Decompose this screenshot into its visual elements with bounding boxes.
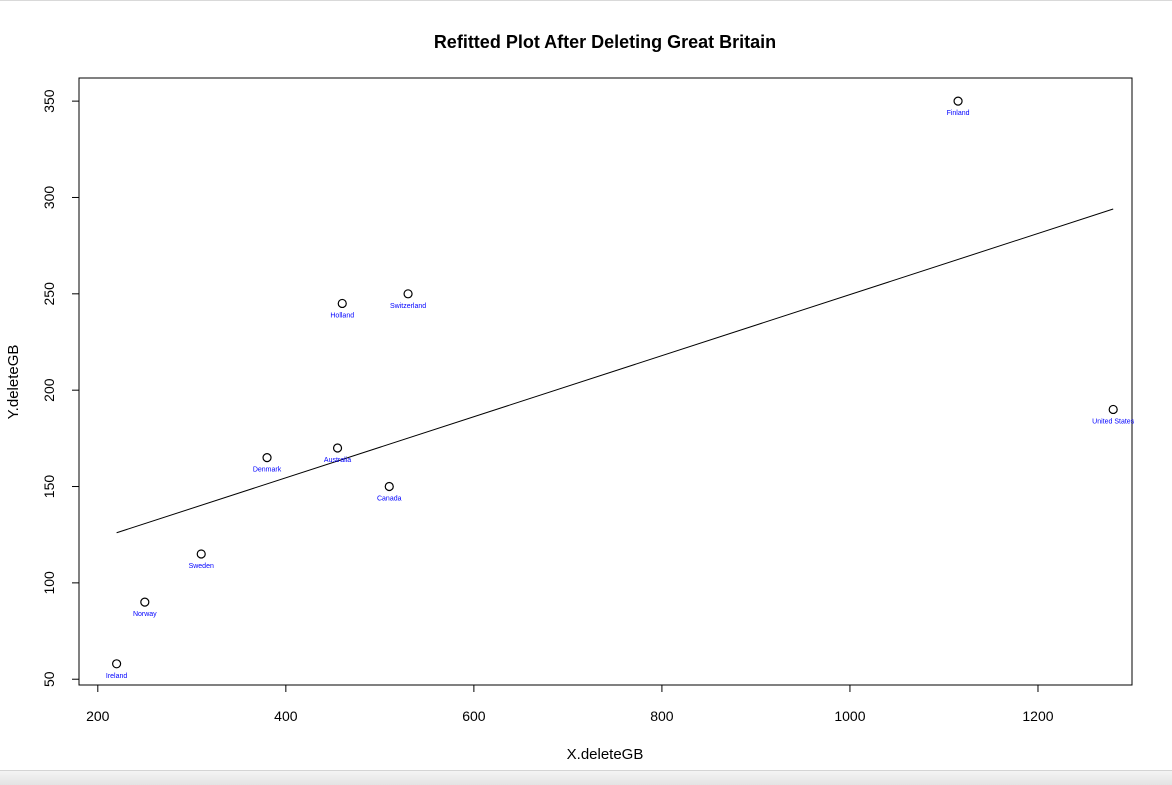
plot-frame <box>78 77 1133 686</box>
y-tick-label: 300 <box>41 186 57 210</box>
data-points-layer <box>112 96 1118 669</box>
point-label: United States <box>1092 418 1135 425</box>
y-tick-label: 350 <box>41 89 57 113</box>
x-tick-label: 1000 <box>834 708 865 724</box>
point-label: Australia <box>324 457 351 464</box>
point-label: Denmark <box>253 467 282 474</box>
data-point <box>337 298 347 309</box>
data-point <box>384 481 394 492</box>
y-tick-label: 150 <box>41 475 57 499</box>
regression-line <box>116 208 1114 534</box>
data-point <box>112 659 122 669</box>
data-point <box>140 597 150 607</box>
x-tick-label: 600 <box>462 708 486 724</box>
x-tick-label: 1200 <box>1022 708 1053 724</box>
data-point <box>403 289 413 299</box>
window-top-border <box>0 0 1172 1</box>
y-axis-label: Y.deleteGB <box>5 345 22 420</box>
regression-line-layer <box>116 208 1114 534</box>
data-point <box>262 453 272 463</box>
y-tick-label: 250 <box>41 282 57 306</box>
data-point <box>953 96 963 106</box>
window-bottom-bar <box>0 770 1172 785</box>
point-label: Switzerland <box>390 303 426 310</box>
x-axis-label: X.deleteGB <box>567 746 644 763</box>
data-point <box>332 443 343 453</box>
y-tick-label: 200 <box>41 378 57 402</box>
point-label: Holland <box>330 312 354 319</box>
chart-title: Refitted Plot After Deleting Great Brita… <box>434 32 776 52</box>
data-point <box>196 549 206 559</box>
y-tick-label: 50 <box>41 671 57 687</box>
point-labels-layer: Ireland Norway Sweden Denmark Australia Holla… <box>106 110 1135 680</box>
y-tick-label: 100 <box>41 571 57 595</box>
point-label: Canada <box>377 496 402 503</box>
point-label: Finland <box>947 110 970 117</box>
point-label: Sweden <box>189 563 214 570</box>
x-tick-label: 800 <box>650 708 674 724</box>
point-label: Norway <box>133 611 157 618</box>
data-point <box>1108 404 1118 415</box>
x-tick-label: 200 <box>86 708 110 724</box>
x-tick-label: 400 <box>274 708 298 724</box>
point-label: Ireland <box>106 673 128 680</box>
x-axis: 200 400 600 800 1000 1200 <box>86 684 1054 724</box>
y-axis: 50 100 150 200 250 300 350 <box>41 89 80 687</box>
